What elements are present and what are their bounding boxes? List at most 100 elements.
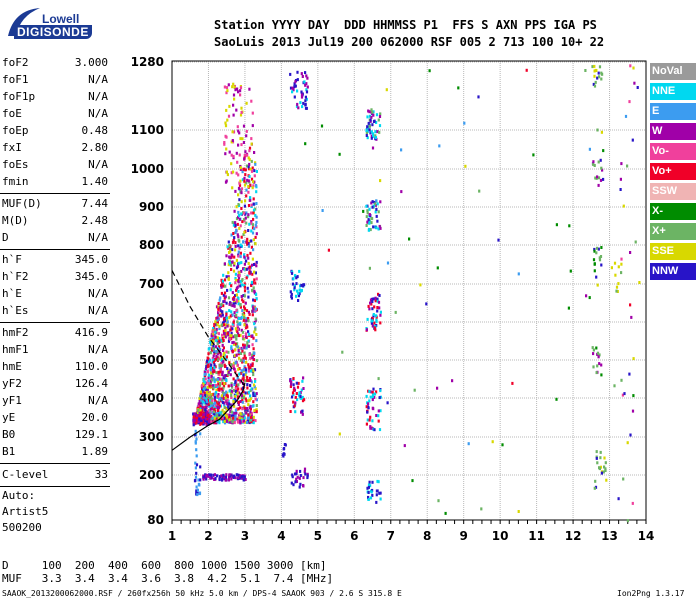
echo-point (195, 413, 199, 417)
echo-point (232, 320, 235, 324)
echo-point (305, 90, 309, 94)
profile-dashed (171, 270, 246, 387)
echo-point (239, 305, 242, 309)
echo-point (234, 386, 237, 390)
echo-point (205, 365, 208, 369)
param-name: yE (2, 411, 16, 424)
echo-point (242, 478, 245, 482)
echo-point (230, 310, 233, 314)
echo-point (213, 412, 216, 416)
echo-point (371, 110, 374, 114)
echo-point (195, 433, 198, 437)
echo-point (293, 85, 296, 89)
echo-point (236, 160, 239, 164)
echo-point (252, 383, 256, 387)
echo-point (368, 418, 371, 422)
echo-point (243, 179, 246, 183)
echo-point (365, 405, 368, 409)
echo-point (379, 310, 382, 314)
echo-point (250, 211, 253, 215)
echo-point (249, 397, 252, 401)
echo-point (199, 394, 202, 398)
echo-point (254, 235, 257, 239)
echo-point (369, 484, 372, 488)
echo-point (369, 228, 372, 232)
echo-point (255, 297, 258, 301)
echo-point (225, 473, 228, 477)
echo-point (247, 403, 250, 407)
echo-point (620, 162, 623, 166)
echo-point (210, 363, 213, 367)
echo-point (254, 223, 257, 227)
echo-point (240, 235, 243, 239)
echo-point (251, 404, 254, 408)
echo-point (252, 307, 255, 311)
echo-point (375, 500, 378, 504)
echo-point (236, 320, 239, 324)
echo-point (593, 84, 597, 88)
echo-point (220, 394, 224, 398)
echo-point (304, 103, 307, 107)
echo-point (227, 370, 230, 374)
param-hmf1: hmF1 N/A (2, 342, 108, 358)
echo-point (203, 412, 206, 416)
echo-point (225, 390, 228, 394)
echo-point (366, 125, 369, 129)
echo-point (365, 422, 368, 426)
echo-point (369, 426, 372, 430)
echo-point (242, 368, 245, 372)
echo-point (241, 298, 244, 302)
echo-point (216, 336, 219, 340)
echo-point (207, 352, 210, 356)
echo-point (299, 395, 302, 398)
echo-point (386, 261, 390, 265)
echo-point (228, 418, 231, 422)
echo-point (408, 237, 411, 241)
echo-point (207, 398, 210, 402)
echo-point (247, 339, 250, 343)
echo-point (254, 162, 257, 166)
echo-point (254, 309, 257, 313)
param-hf2: h`F2 345.0 (2, 269, 108, 285)
echo-point (599, 456, 602, 460)
echo-point (210, 401, 213, 405)
echo-point (206, 356, 209, 360)
echo-point (254, 307, 258, 311)
echo-point (234, 343, 238, 347)
echo-point (231, 139, 234, 142)
param-name: foF1p (2, 90, 36, 103)
echo-point (213, 478, 216, 481)
echo-point (244, 397, 247, 401)
echo-point (248, 312, 251, 316)
echo-point (221, 401, 224, 405)
echo-point (235, 344, 238, 348)
echo-point (192, 423, 195, 427)
echo-point (210, 334, 213, 338)
echo-point (225, 419, 229, 423)
echo-point (213, 322, 216, 326)
echo-point (204, 417, 207, 421)
echo-point (497, 238, 500, 242)
echo-point (300, 72, 303, 76)
echo-point (365, 224, 368, 227)
echo-point (250, 99, 253, 103)
echo-point (230, 393, 233, 397)
echo-point (511, 381, 514, 385)
echo-point (603, 465, 606, 469)
echo-point (222, 420, 225, 424)
echo-point (197, 420, 200, 424)
echo-point (241, 337, 245, 341)
echo-point (245, 188, 248, 192)
echo-point (255, 220, 258, 224)
y-tick-label: 1100 (131, 123, 164, 137)
x-tick-label: 14 (638, 529, 655, 543)
echo-point (304, 106, 308, 110)
echo-point (254, 242, 257, 246)
echo-point (243, 351, 246, 355)
echo-point (213, 378, 216, 382)
echo-point (379, 491, 382, 495)
echo-point (619, 188, 622, 191)
echo-point (230, 284, 233, 288)
echo-point (234, 294, 237, 298)
echo-point (213, 358, 216, 362)
